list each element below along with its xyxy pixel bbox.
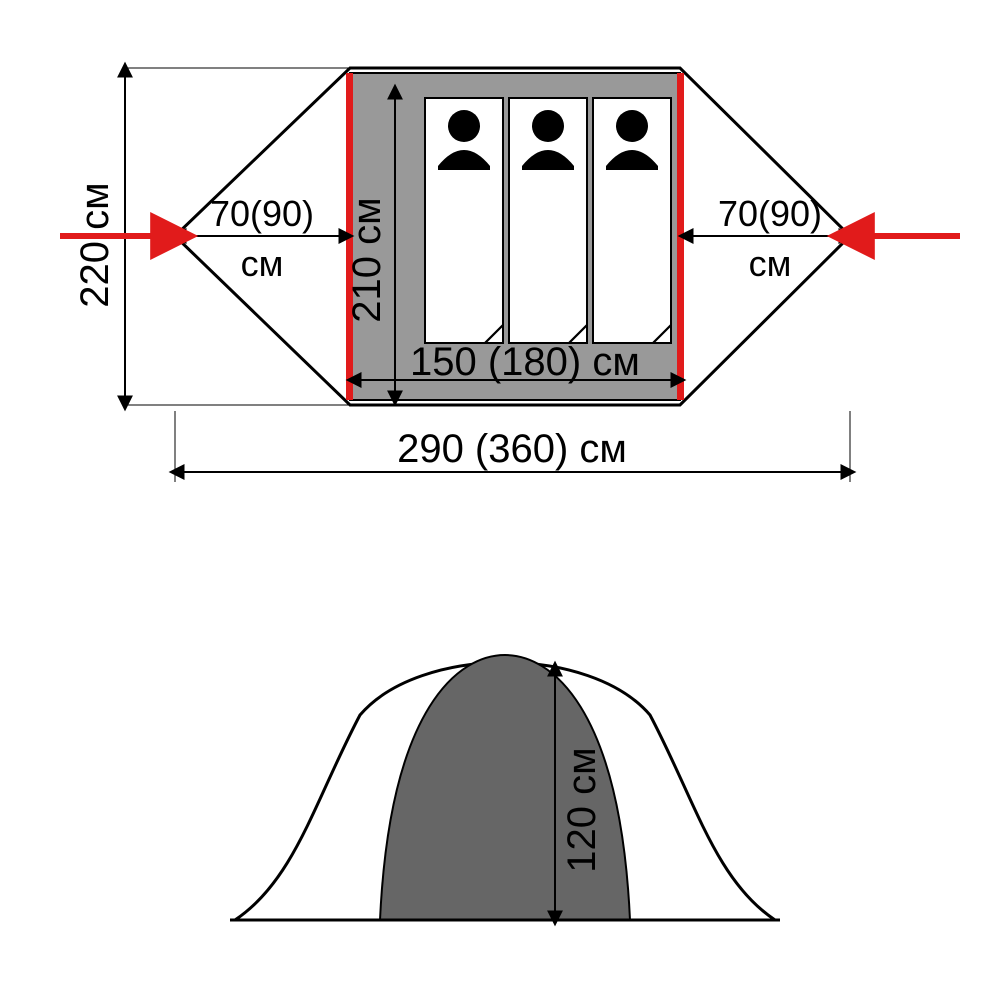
overall-width-label: 290 (360) см xyxy=(397,427,627,471)
inner-height-label: 210 см xyxy=(345,197,389,322)
vestibule-left-unit: см xyxy=(241,243,284,284)
inner-width-label: 150 (180) см xyxy=(410,340,640,384)
tent-dimension-diagram: 210 см 150 (180) см 290 (360) см 220 см 70(9… xyxy=(0,0,1000,1000)
inner-door-right xyxy=(677,73,684,400)
vestibule-left-label: 70(90) xyxy=(210,193,314,234)
tent-height-label: 120 см xyxy=(560,747,604,872)
person-icon xyxy=(616,110,648,142)
depth-label: 220 см xyxy=(73,182,117,307)
person-icon xyxy=(532,110,564,142)
vestibule-right-unit: см xyxy=(749,243,792,284)
person-icon xyxy=(448,110,480,142)
vestibule-right-label: 70(90) xyxy=(718,193,822,234)
